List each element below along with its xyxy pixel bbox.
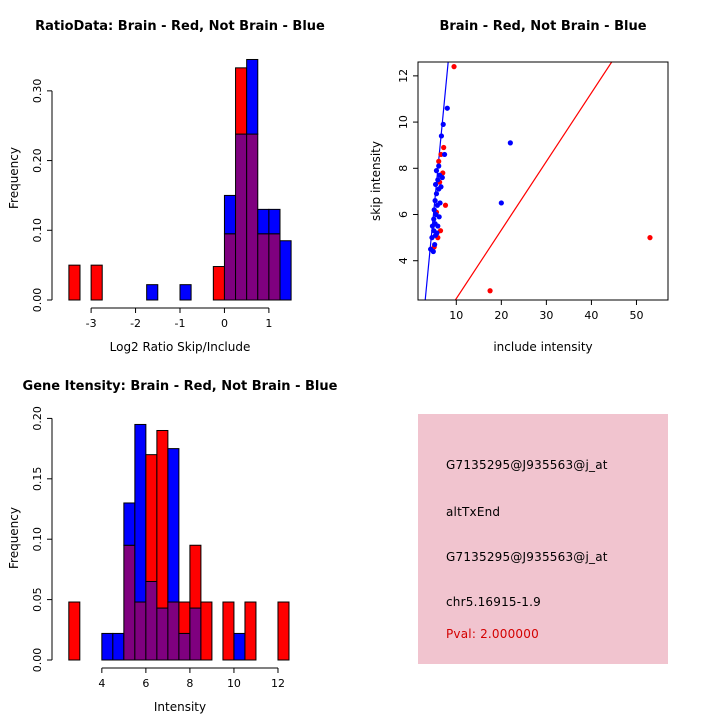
svg-text:0.00: 0.00 bbox=[31, 648, 44, 673]
svg-text:10: 10 bbox=[227, 677, 241, 690]
svg-text:Frequency: Frequency bbox=[7, 507, 21, 569]
gene-info-box: G7135295@J935563@j_at altTxEnd G7135295@… bbox=[418, 414, 668, 664]
probe-id-text: G7135295@J935563@j_at bbox=[446, 458, 608, 472]
svg-text:0.30: 0.30 bbox=[31, 79, 44, 104]
svg-text:4: 4 bbox=[98, 677, 105, 690]
svg-text:50: 50 bbox=[629, 309, 643, 322]
svg-text:0: 0 bbox=[221, 317, 228, 330]
svg-text:30: 30 bbox=[539, 309, 553, 322]
svg-text:0.15: 0.15 bbox=[31, 467, 44, 492]
svg-text:4: 4 bbox=[397, 257, 410, 264]
svg-text:6: 6 bbox=[397, 211, 410, 218]
svg-text:12: 12 bbox=[397, 69, 410, 83]
histogram-bars bbox=[68, 423, 290, 661]
intensity-scatter-panel: 10 20 30 40 50 4 6 8 10 12 Brain - Red, Not Brain … bbox=[360, 0, 720, 360]
svg-text:0.05: 0.05 bbox=[31, 587, 44, 612]
svg-text:-1: -1 bbox=[175, 317, 186, 330]
gene-intensity-histogram-panel: 4 6 8 10 12 0.00 0.05 0.10 0.15 0.20 Gene Itensity… bbox=[0, 360, 360, 720]
scatter-points bbox=[428, 64, 653, 294]
svg-text:Log2 Ratio Skip/Include: Log2 Ratio Skip/Include bbox=[110, 340, 251, 354]
svg-text:10: 10 bbox=[397, 115, 410, 129]
svg-text:0.00: 0.00 bbox=[31, 288, 44, 313]
ratio-histogram-chart: -3 -2 -1 0 1 0.00 0.10 0.20 0.30 RatioData: Brain… bbox=[7, 19, 325, 354]
intensity-scatter-chart: 10 20 30 40 50 4 6 8 10 12 Brain - Red, Not Brain … bbox=[369, 19, 669, 354]
svg-text:0.10: 0.10 bbox=[31, 527, 44, 552]
svg-text:10: 10 bbox=[449, 309, 463, 322]
svg-text:8: 8 bbox=[186, 677, 193, 690]
gene-info-panel: G7135295@J935563@j_at altTxEnd G7135295@… bbox=[360, 360, 720, 720]
svg-text:skip intensity: skip intensity bbox=[369, 141, 383, 221]
svg-text:20: 20 bbox=[494, 309, 508, 322]
ratio-histogram-panel: -3 -2 -1 0 1 0.00 0.10 0.20 0.30 RatioData: Brain… bbox=[0, 0, 360, 360]
svg-text:8: 8 bbox=[397, 165, 410, 172]
svg-text:0.10: 0.10 bbox=[31, 218, 44, 243]
svg-text:-2: -2 bbox=[130, 317, 141, 330]
svg-text:include intensity: include intensity bbox=[493, 340, 592, 354]
histogram-bars bbox=[68, 58, 292, 301]
svg-text:12: 12 bbox=[271, 677, 285, 690]
svg-text:40: 40 bbox=[584, 309, 598, 322]
fit-lines bbox=[424, 62, 613, 300]
svg-text:Brain - Red, Not Brain - Blue: Brain - Red, Not Brain - Blue bbox=[439, 19, 646, 34]
svg-text:1: 1 bbox=[265, 317, 272, 330]
pvalue-text: Pval: 2.000000 bbox=[446, 627, 539, 641]
svg-text:0.20: 0.20 bbox=[31, 406, 44, 431]
gene-intensity-histogram-chart: 4 6 8 10 12 0.00 0.05 0.10 0.15 0.20 Gene Itensity… bbox=[7, 379, 338, 714]
probe-id-text-2: G7135295@J935563@j_at bbox=[446, 550, 608, 564]
svg-text:Frequency: Frequency bbox=[7, 147, 21, 209]
svg-text:RatioData: Brain - Red, Not Br: RatioData: Brain - Red, Not Brain - Blue bbox=[35, 19, 325, 34]
svg-text:-3: -3 bbox=[86, 317, 97, 330]
svg-text:6: 6 bbox=[142, 677, 149, 690]
svg-text:Gene Itensity: Brain - Red, No: Gene Itensity: Brain - Red, Not Brain - … bbox=[23, 379, 338, 394]
chromosome-location-text: chr5.16915-1.9 bbox=[446, 595, 541, 609]
svg-text:0.20: 0.20 bbox=[31, 148, 44, 173]
splice-type-text: altTxEnd bbox=[446, 505, 501, 519]
svg-text:Intensity: Intensity bbox=[154, 700, 206, 714]
